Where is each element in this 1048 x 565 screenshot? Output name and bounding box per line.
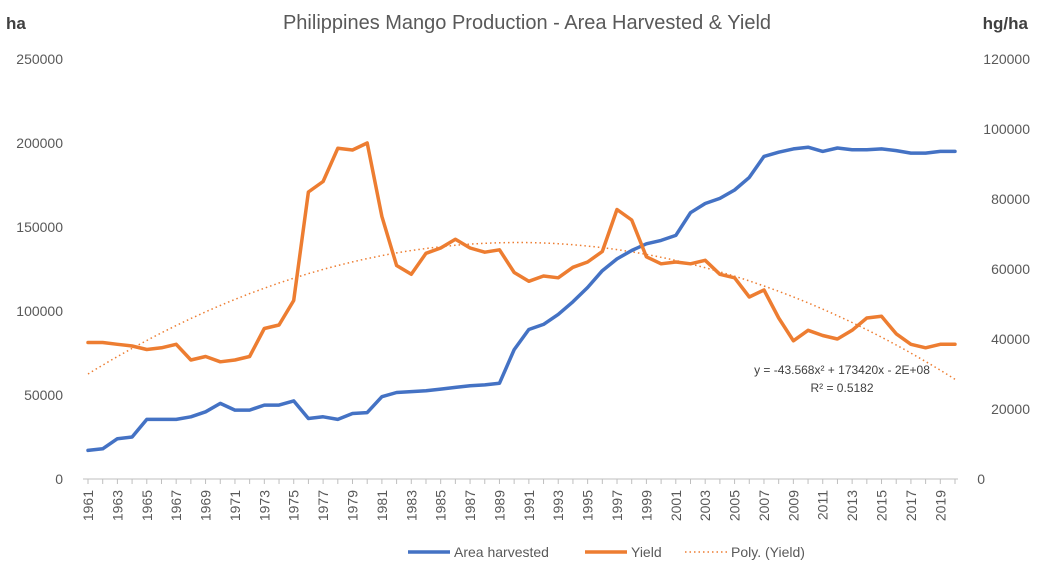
trendline-yield (87, 241, 956, 380)
right-tick-label: 0 (977, 471, 985, 487)
right-tick-label: 100000 (983, 121, 1030, 137)
x-tick-label: 1965 (139, 490, 155, 521)
left-tick-label: 200000 (16, 135, 63, 151)
x-axis-labels: 1961 1963 1965 1967 1969 1971 1973 1975 1977 1979… (80, 490, 948, 521)
x-axis-ticks (87, 479, 956, 484)
x-tick-label: 2015 (874, 490, 890, 521)
right-axis-ticks: 0 20000 40000 60000 80000 100000 120000 (977, 51, 1030, 487)
left-tick-label: 50000 (24, 387, 63, 403)
x-tick-label: 1963 (109, 490, 125, 521)
x-tick-label: 1983 (403, 490, 419, 521)
left-axis-unit: ha (6, 14, 26, 33)
x-tick-label: 1979 (345, 490, 361, 521)
x-tick-label: 1985 (433, 490, 449, 521)
x-tick-label: 1977 (315, 490, 331, 521)
x-tick-label: 2019 (932, 490, 948, 521)
legend: Area harvested Yield Poly. (Yield) (408, 544, 805, 560)
x-tick-label: 1961 (80, 490, 96, 521)
x-tick-label: 2003 (697, 490, 713, 521)
x-tick-label: 1971 (227, 490, 243, 521)
left-tick-label: 0 (55, 471, 63, 487)
left-tick-label: 250000 (16, 51, 63, 67)
plot-series (86, 141, 957, 453)
x-tick-label: 1987 (462, 490, 478, 521)
legend-yield-label: Yield (631, 544, 662, 560)
x-tick-label: 2013 (844, 490, 860, 521)
x-tick-label: 1991 (521, 490, 537, 521)
x-tick-label: 1967 (168, 490, 184, 521)
trendline-equation: y = -43.568x² + 173420x - 2E+08 (754, 363, 930, 377)
x-tick-label: 2007 (756, 490, 772, 521)
left-axis-ticks: 0 50000 100000 150000 200000 250000 (16, 51, 63, 487)
x-tick-label: 1999 (638, 490, 654, 521)
x-tick-label: 1981 (374, 490, 390, 521)
x-tick-label: 2011 (815, 490, 831, 520)
x-tick-label: 1973 (256, 490, 272, 521)
right-tick-label: 40000 (991, 331, 1030, 347)
left-tick-label: 100000 (16, 303, 63, 319)
legend-area-harvested-label: Area harvested (454, 544, 549, 560)
right-tick-label: 20000 (991, 401, 1030, 417)
x-tick-label: 1969 (198, 490, 214, 521)
right-axis-unit: hg/ha (983, 14, 1029, 33)
trendline-r2: R² = 0.5182 (810, 381, 873, 395)
x-tick-label: 1995 (580, 490, 596, 521)
x-tick-label: 2009 (785, 490, 801, 521)
x-tick-label: 1975 (286, 490, 302, 521)
legend-poly-yield-label: Poly. (Yield) (731, 544, 805, 560)
x-tick-label: 2001 (668, 490, 684, 521)
chart-title: Philippines Mango Production - Area Harv… (283, 12, 771, 34)
x-tick-label: 1997 (609, 490, 625, 521)
right-tick-label: 60000 (991, 261, 1030, 277)
series-line-area-harvested (86, 145, 957, 453)
x-tick-label: 2017 (903, 490, 919, 521)
x-tick-label: 2005 (727, 490, 743, 521)
x-tick-label: 1989 (491, 490, 507, 521)
right-tick-label: 80000 (991, 191, 1030, 207)
x-tick-label: 1993 (550, 490, 566, 521)
series-line-yield (86, 141, 957, 364)
right-tick-label: 120000 (983, 51, 1030, 67)
left-tick-label: 150000 (16, 219, 63, 235)
